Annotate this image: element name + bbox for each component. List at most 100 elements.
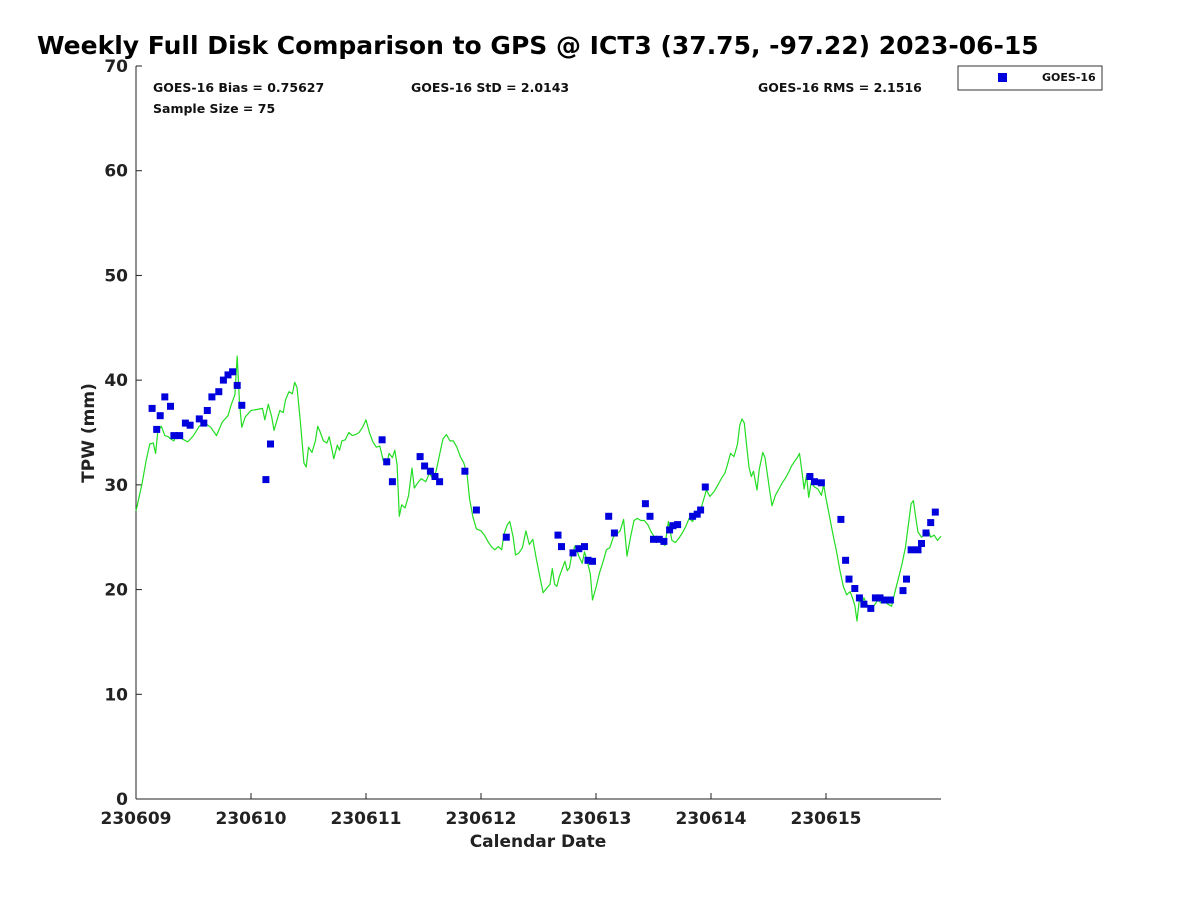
goes16-point — [233, 381, 241, 389]
goes16-point — [851, 585, 859, 592]
goes16-point — [817, 479, 825, 487]
legend: GOES-16 — [957, 65, 1103, 91]
goes16-point — [886, 596, 894, 604]
goes16-point — [215, 388, 223, 396]
goes16-point — [871, 594, 879, 602]
goes16-point — [584, 556, 592, 564]
goes16-point — [378, 436, 386, 444]
goes16-point — [689, 512, 697, 520]
goes16-point — [195, 415, 203, 423]
chart-title: Weekly Full Disk Comparison to GPS @ ICT… — [37, 31, 1039, 60]
goes16-point — [229, 368, 237, 376]
y-tick-label: 60 — [104, 162, 128, 182]
y-tick-label: 30 — [104, 476, 128, 496]
y-tick-label: 20 — [104, 581, 128, 601]
goes16-point — [167, 402, 174, 410]
goes16-point — [161, 393, 169, 401]
goes16-point — [641, 500, 649, 508]
legend-box — [957, 65, 1103, 91]
goes16-point — [811, 478, 818, 486]
y-tick-label: 50 — [104, 266, 128, 286]
legend-label-goes16: GOES-16 — [1042, 71, 1096, 84]
rms-stat: GOES-16 RMS = 2.1516 — [758, 80, 922, 95]
goes16-point — [383, 458, 391, 466]
goes16-point — [922, 529, 930, 537]
goes16-point — [176, 432, 184, 440]
goes16-point — [860, 600, 868, 608]
goes16-point — [697, 506, 705, 514]
goes16-point — [650, 535, 657, 543]
goes16-point — [153, 425, 161, 433]
goes16-point — [181, 419, 189, 427]
x-tick-label: 230613 — [561, 809, 632, 829]
sample-size-stat: Sample Size = 75 — [153, 101, 275, 116]
goes16-point — [907, 546, 915, 554]
goes16-point — [224, 371, 232, 379]
y-tick-label: 10 — [104, 685, 128, 705]
std-stat: GOES-16 StD = 2.0143 — [411, 80, 569, 95]
y-tick-label: 0 — [116, 790, 128, 810]
goes16-point — [575, 545, 583, 553]
y-axis-label: TPW (mm) — [79, 383, 99, 483]
goes16-point — [148, 404, 156, 412]
y-tick-label: 70 — [104, 57, 128, 77]
goes16-point — [914, 546, 922, 554]
goes16-point — [918, 540, 925, 547]
goes16-point — [186, 421, 194, 429]
goes16-point — [200, 419, 208, 427]
goes16-point — [426, 467, 434, 475]
goes16-point — [806, 473, 814, 480]
goes16-point — [867, 604, 875, 612]
goes16-point — [931, 508, 939, 516]
y-tick-label: 40 — [104, 371, 128, 391]
goes16-point — [646, 512, 654, 520]
legend-marker-goes16 — [998, 73, 1007, 82]
goes16-point — [674, 521, 682, 529]
goes16-point — [655, 535, 663, 543]
goes16-point — [554, 531, 562, 539]
plot-area: 0 10 20 30 40 50 60 70 230609 230610 230611 230612 2… — [101, 57, 942, 829]
goes16-point — [502, 533, 510, 541]
goes16-point — [842, 556, 850, 564]
goes16-point — [203, 407, 211, 414]
x-tick-label: 230609 — [101, 809, 172, 829]
goes16-point — [558, 543, 565, 551]
goes16-point — [569, 549, 577, 557]
goes16-point — [903, 575, 910, 583]
goes16-point — [461, 467, 469, 475]
goes16-point — [581, 543, 588, 551]
goes16-point — [208, 393, 216, 401]
goes16-point — [170, 432, 178, 440]
x-tick-label: 230612 — [446, 809, 517, 829]
goes16-point — [876, 594, 884, 602]
goes16-point — [219, 376, 227, 384]
goes16-point — [610, 529, 618, 537]
goes16-point — [660, 537, 668, 545]
goes16-point — [589, 557, 596, 565]
goes16-point — [899, 587, 907, 595]
goes16-point — [701, 483, 709, 491]
goes16-point — [881, 596, 889, 604]
x-tick-label: 230610 — [216, 809, 287, 829]
goes16-point — [669, 522, 677, 530]
goes16-point — [666, 526, 674, 534]
goes16-point — [416, 453, 424, 461]
x-axis-label: Calendar Date — [470, 832, 607, 852]
goes16-point — [927, 519, 935, 527]
goes16-point — [238, 401, 246, 409]
goes16-point — [837, 515, 845, 523]
goes16-point — [421, 462, 429, 470]
x-tick-label: 230615 — [791, 809, 862, 829]
goes16-point — [431, 473, 439, 480]
goes16-point — [388, 478, 396, 486]
goes16-point — [156, 412, 164, 420]
goes16-point — [267, 440, 274, 448]
gps-line — [135, 355, 942, 622]
goes16-point — [693, 510, 701, 518]
goes16-point — [605, 512, 613, 520]
goes16-point — [262, 476, 270, 484]
bias-stat: GOES-16 Bias = 0.75627 — [153, 80, 324, 95]
goes16-point — [436, 478, 444, 486]
x-tick-label: 230611 — [331, 809, 402, 829]
